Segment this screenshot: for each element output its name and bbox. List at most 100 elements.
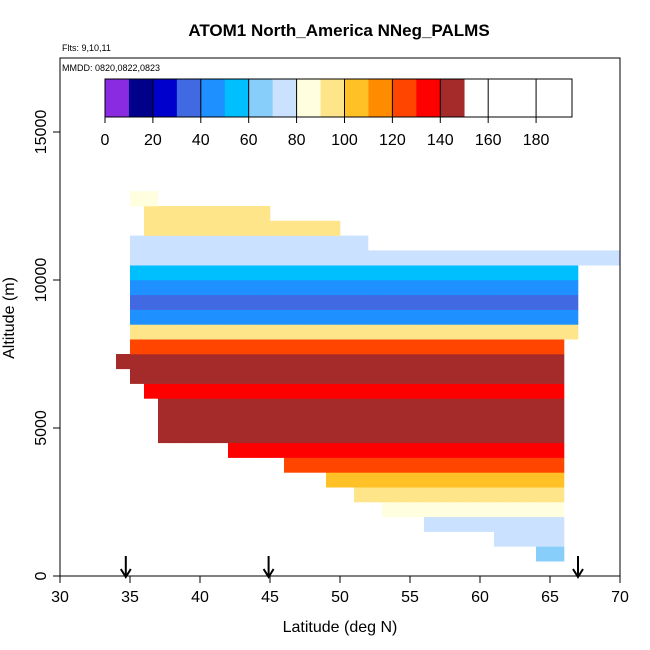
heatmap-cell (522, 413, 537, 429)
heatmap-cell (326, 354, 341, 370)
heatmap-cell (214, 428, 229, 444)
heatmap-cell (130, 339, 145, 355)
heatmap-cell (536, 502, 551, 518)
heatmap-cell (256, 383, 271, 399)
heatmap-cell (522, 354, 537, 370)
heatmap-cell (242, 250, 257, 266)
heatmap-cell (466, 472, 481, 488)
heatmap-cell (522, 280, 537, 296)
heatmap-cell (536, 339, 551, 355)
heatmap-cell (536, 413, 551, 429)
heatmap-cell (228, 294, 243, 310)
heatmap-cell (158, 383, 173, 399)
heatmap-cell (200, 235, 215, 251)
x-tick-label: 40 (191, 589, 209, 606)
heatmap-cell (396, 339, 411, 355)
heatmap-cell (368, 294, 383, 310)
heatmap-cell (340, 428, 355, 444)
colorbar-swatch (105, 79, 130, 117)
heatmap-cell (256, 265, 271, 281)
heatmap-cell (396, 354, 411, 370)
heatmap-cell (396, 457, 411, 473)
heatmap-cell (326, 309, 341, 325)
heatmap-cell (340, 280, 355, 296)
heatmap-cell (382, 502, 397, 518)
heatmap-cell (354, 368, 369, 384)
heatmap-cell (172, 280, 187, 296)
heatmap-cell (284, 294, 299, 310)
heatmap-cell (522, 309, 537, 325)
heatmap-cell (172, 309, 187, 325)
heatmap-cell (326, 457, 341, 473)
heatmap-cell (326, 383, 341, 399)
colorbar-swatch (224, 79, 249, 117)
heatmap-cell (172, 294, 187, 310)
heatmap-cell (298, 220, 313, 236)
heatmap-cell (508, 265, 523, 281)
heatmap-cell (368, 309, 383, 325)
heatmap-cell (396, 280, 411, 296)
heatmap-cell (158, 368, 173, 384)
heatmap-cell (242, 428, 257, 444)
heatmap-cell (354, 309, 369, 325)
x-tick-label: 55 (401, 589, 419, 606)
heatmap-cell (214, 250, 229, 266)
heatmap-cell (494, 428, 509, 444)
heatmap-cell (256, 368, 271, 384)
heatmap-cell (298, 265, 313, 281)
heatmap-cell (158, 354, 173, 370)
heatmap-cell (410, 324, 425, 340)
heatmap-cell (452, 487, 467, 503)
heatmap-cell (438, 294, 453, 310)
heatmap-cell (438, 428, 453, 444)
colorbar-swatch (152, 79, 178, 117)
heatmap-cell (200, 354, 215, 370)
colorbar-swatch (248, 79, 273, 117)
heatmap-cell (550, 472, 565, 488)
heatmap-cell (158, 413, 173, 429)
heatmap-cell (410, 398, 425, 414)
heatmap-cell (424, 502, 439, 518)
heatmap-cell (312, 428, 327, 444)
heatmap-cell (550, 516, 565, 532)
heatmap-cell (550, 265, 565, 281)
heatmap-cell (396, 250, 411, 266)
heatmap-cell (564, 294, 579, 310)
heatmap-cell (424, 457, 439, 473)
heatmap-cell (228, 235, 243, 251)
heatmap-cell (270, 368, 285, 384)
heatmap-cell (284, 413, 299, 429)
heatmap-cell (228, 324, 243, 340)
x-tick-label: 45 (261, 589, 279, 606)
heatmap-cell (326, 265, 341, 281)
colorbar: 0 20 40 60 80 100 120 140 160 180 (101, 78, 573, 149)
heatmap-cell (228, 442, 243, 458)
heatmap-cell (144, 265, 159, 281)
heatmap-cell (256, 206, 271, 222)
heatmap-cell (494, 516, 509, 532)
heatmap-cell (522, 472, 537, 488)
heatmap-cell (382, 487, 397, 503)
heatmap-cell (452, 294, 467, 310)
heatmap-cell (130, 265, 145, 281)
heatmap-cell (172, 339, 187, 355)
heatmap-cell (424, 294, 439, 310)
heatmap-cell (438, 487, 453, 503)
heatmap-cell (424, 354, 439, 370)
down-arrow-icon (262, 568, 275, 579)
heatmap-cell (354, 383, 369, 399)
heatmap-cell (326, 250, 341, 266)
heatmap-cell (382, 250, 397, 266)
heatmap-cell (480, 398, 495, 414)
heatmap-cell (242, 294, 257, 310)
heatmap-cell (298, 339, 313, 355)
heatmap-cell (550, 428, 565, 444)
heatmap-cell (494, 294, 509, 310)
heatmap-cell (452, 339, 467, 355)
heatmap-cell (550, 280, 565, 296)
heatmap-cell (312, 442, 327, 458)
heatmap-cell (354, 487, 369, 503)
heatmap-cell (172, 220, 187, 236)
heatmap-cell (158, 206, 173, 222)
heatmap-cell (382, 339, 397, 355)
